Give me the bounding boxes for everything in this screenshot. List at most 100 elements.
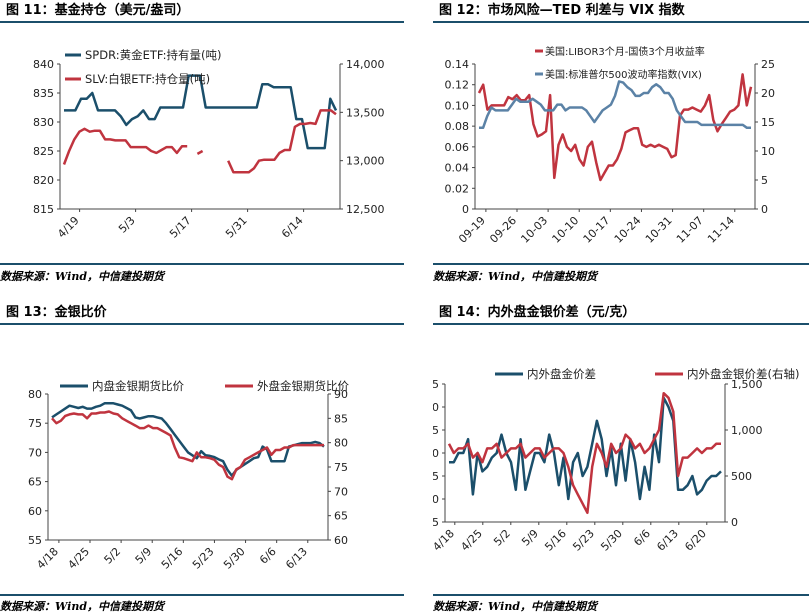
x-tick-label: 6/13 [654,527,681,554]
chart-ted-vix: 0 0.02 0.04 0.06 0.08 0.10 0.12 0.14 0 5 10 15 20 25 0… [445,45,776,246]
x-tick-label: 5/2 [102,545,124,567]
y-left-tick-label: 0.12 [445,79,470,92]
y-left-tick-label: 80 [28,388,42,401]
y-right-tick-label: 12,500 [346,203,385,216]
y-left-tick-label: 840 [33,58,54,71]
x-tick-label: 09-19 [456,214,488,246]
y-left-tick-label: 65 [28,476,42,489]
y-left-tick-label: 825 [33,145,54,158]
x-tick-label: 6/6 [257,545,279,567]
y-left-tick-label: 70 [28,446,42,459]
y-left-tick-label: 10 [433,447,439,460]
y-left-tick-label: 60 [28,505,42,518]
legend-label: SPDR:黄金ETF:持有量(吨) [85,48,221,62]
y-left-tick-label: 0.14 [445,58,470,71]
y-left-tick-label: 0 [433,493,439,506]
y-right-tick-label: 65 [334,510,348,523]
y-right-tick-label: 75 [334,461,348,474]
y-right-tick-label: 80 [334,437,348,450]
legend-label: 外盘金银期货比价 [257,379,349,393]
x-tick-label: 10-03 [518,214,550,246]
x-tick-label: 5/3 [116,214,138,236]
y-right-tick-label: 1,500 [731,378,763,391]
x-tick-label: 11-07 [674,214,706,246]
chart-fund-holdings: 815 820 825 830 835 840 12,500 13,000 13,500 14,0… [33,48,385,241]
chart-spread: -5 0 5 10 15 20 25 0 500 1,000 1,500 4/184/25 5/2 5/9… [433,367,799,554]
y-right-tick-label: 500 [731,470,752,483]
x-tick-label: 10-31 [643,214,675,246]
x-tick-label: 5/2 [491,527,513,549]
x-tick-label: 4/25 [65,545,92,572]
y-right-tick-label: 14,000 [346,58,385,71]
legend-label: 美国:LIBOR3个月-国债3个月收益率 [545,45,705,58]
x-tick-label: 5/23 [570,527,597,554]
y-left-tick-label: 835 [33,87,54,100]
y-right-tick-label: 0 [731,516,738,529]
x-tick-label: 4/19 [55,214,82,241]
y-right-tick-label: 13,500 [346,106,385,119]
x-tick-label: 09-26 [487,214,519,246]
legend-label: 内外盘金价差 [527,367,596,381]
source-note: 数据来源：Wind，中信建投期货 [433,270,598,283]
series-line-1 [479,80,751,130]
x-tick-label: 5/16 [159,545,186,572]
y-right-tick-label: 1,000 [731,424,763,437]
series-line-0 [51,402,325,478]
series-line-1 [447,391,721,515]
panel-title: 图 12：市场风险—TED 利差与 VIX 指数 [433,0,809,23]
y-right-tick-label: 70 [334,485,348,498]
x-tick-label: 5/23 [190,545,217,572]
x-tick-label: 10-17 [581,214,613,246]
x-tick-label: 5/9 [133,545,155,567]
panel-fund-holdings: 图 11：基金持仓（美元/盎司） 815 820 825 830 835 840 12,50… [0,0,404,300]
y-left-tick-label: 15 [433,424,439,437]
y-right-tick-label: 0 [761,203,768,216]
y-left-tick-label: 55 [28,534,42,547]
x-tick-label: 4/18 [433,527,457,554]
series-line-0 [64,74,338,150]
x-tick-label: 5/9 [519,527,541,549]
x-tick-label: 6/20 [682,527,709,554]
legend-label: 美国:标准普尔500波动率指数(VIX) [545,68,702,81]
x-tick-label: 10-10 [550,214,582,246]
y-right-tick-label: 13,000 [346,155,385,168]
y-right-tick-label: 5 [761,174,768,187]
panel-ted-vix: 图 12：市场风险—TED 利差与 VIX 指数 0 0.02 0.04 0.06 0.… [433,0,809,300]
x-tick-label: 5/16 [542,527,569,554]
y-right-tick-label: 85 [334,412,348,425]
x-tick-label: 6/14 [279,214,306,241]
y-left-tick-label: 25 [433,378,439,391]
y-left-tick-label: 75 [28,417,42,430]
x-tick-label: 5/17 [167,214,194,241]
y-left-tick-label: 815 [33,203,54,216]
x-tick-label: 6/6 [631,527,653,549]
x-tick-label: 5/31 [223,214,250,241]
y-left-tick-label: 0.02 [445,182,470,195]
y-left-tick-label: -5 [433,516,439,529]
y-left-tick-label: 830 [33,116,54,129]
panel-title: 图 14：内外盘金银价差（元/克） [433,302,809,325]
y-left-tick-label: 0.06 [445,141,470,154]
y-left-tick-label: 20 [433,401,439,414]
x-tick-label: 4/25 [458,527,485,554]
y-right-tick-label: 20 [761,87,775,100]
x-tick-label: 5/30 [598,527,625,554]
y-right-tick-label: 25 [761,58,775,71]
series-line-0 [477,73,753,182]
panel-gold-silver-ratio: 图 13：金银比价 55 60 65 70 75 80 60 65 70 75 80 85 90 4/18… [0,302,404,616]
y-left-tick-label: 0.04 [445,162,470,175]
legend-label: 内外盘金银价差(右轴) [687,367,799,381]
panel-title: 图 11：基金持仓（美元/盎司） [0,0,404,23]
source-note: 数据来源：Wind，中信建投期货 [0,270,165,283]
x-tick-label: 4/18 [34,545,61,572]
y-left-tick-label: 0 [462,203,469,216]
y-right-tick-label: 90 [334,388,348,401]
source-note: 数据来源：Wind，中信建投期货 [0,600,165,613]
panel-title: 图 13：金银比价 [0,302,404,325]
x-tick-label: 5/30 [221,545,248,572]
y-left-tick-label: 820 [33,174,54,187]
series-line-1 [62,109,337,174]
x-tick-label: 10-24 [612,214,644,246]
legend-label: 内盘金银期货比价 [92,379,184,393]
panel-spread: 图 14：内外盘金银价差（元/克） -5 0 5 10 15 20 25 0 500 1,000 1… [433,302,809,616]
